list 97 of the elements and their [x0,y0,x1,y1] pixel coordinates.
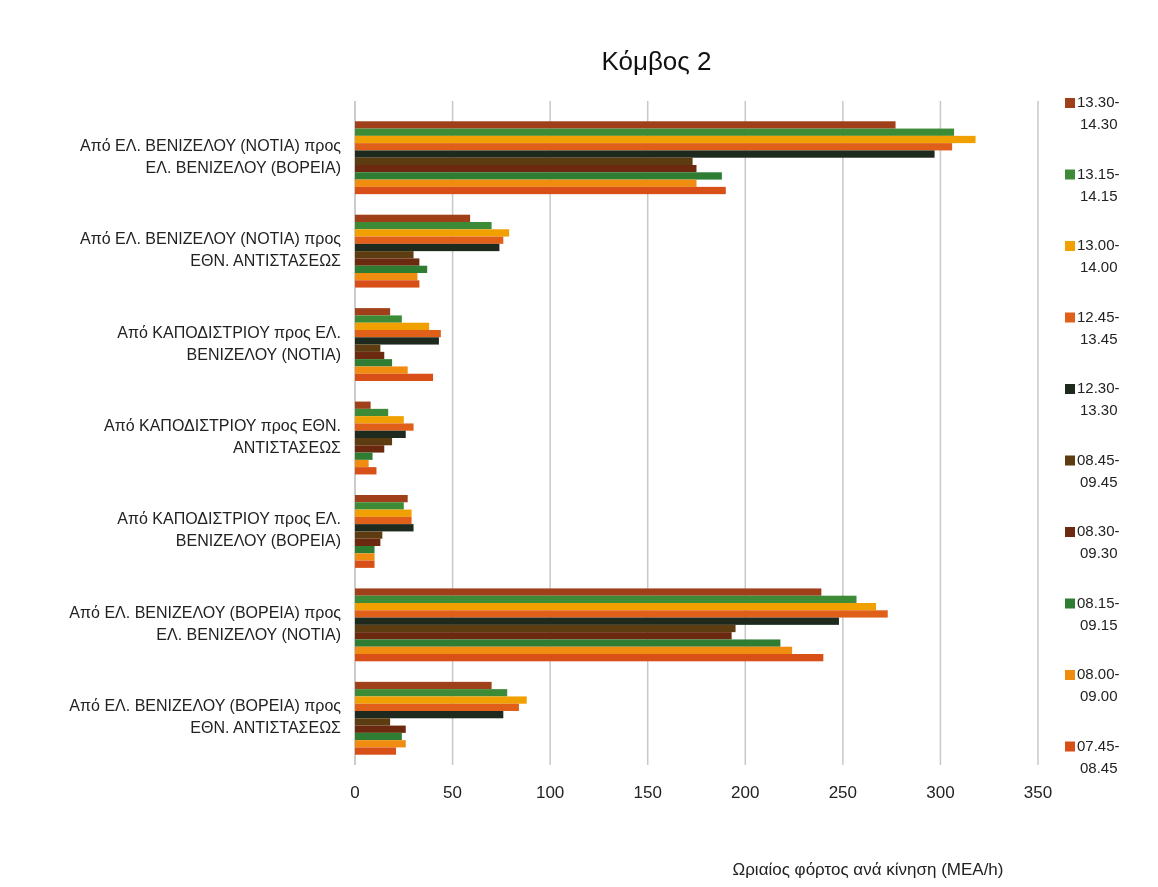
bar [355,740,406,748]
x-tick-label: 300 [926,783,955,802]
bar [355,467,377,475]
legend-label: 08.00-09.00 [1077,664,1120,704]
legend-label: 07.45-08.45 [1077,736,1120,776]
bar [355,732,402,741]
bar [355,280,420,288]
y-tick-label: Από ΚΑΠΟΔΙΣΤΡΙΟΥ προς ΕΘΝ. ΑΝΤΙΣΤΑΣΕΩΣ [103,417,342,457]
bar [355,632,732,640]
legend-label: 13.00-14.00 [1077,235,1120,275]
bar [355,401,371,409]
bar [355,359,393,367]
x-tick-label: 150 [633,783,662,802]
bar [355,373,434,382]
x-axis-title: Ωριαίος φόρτος ανά κίνηση (ΜΕΑ/h) [732,860,1004,879]
bar [355,445,385,453]
bar [355,258,420,266]
bar [355,179,697,187]
x-tick-label: 350 [1023,783,1053,802]
bar [355,265,428,274]
bar [355,128,955,136]
bar [355,251,414,259]
legend-label: 12.45-13.45 [1077,307,1120,347]
bar [355,452,373,460]
bar [355,703,519,711]
bar [355,617,839,625]
bar [355,603,877,611]
bar [355,344,381,352]
bar [355,366,408,374]
bar [355,229,510,237]
bar [355,747,396,755]
x-tick-label: 250 [828,783,858,802]
bar [355,531,383,539]
legend-label: 08.15-09.15 [1077,593,1120,633]
bar [355,538,381,546]
bar [355,502,404,510]
bar [355,438,393,446]
bar [355,639,781,647]
bar [355,172,722,180]
bar [355,595,857,603]
bar [355,308,391,316]
bar [355,315,402,323]
bar [355,351,385,360]
bar [355,430,406,438]
bar [355,560,375,568]
bar [355,553,375,561]
bar [355,423,414,431]
y-tick-label: Από ΕΛ. ΒΕΝΙΖΕΛΟΥ (ΝΟΤΙΑ) προς ΕΘΝ. ΑΝΤΙΣΤΑΣΕΩΣ [80,230,342,270]
legend-label: 08.30-09.30 [1077,521,1120,561]
bar [355,509,412,517]
bar [355,416,404,424]
bar [355,121,896,129]
y-tick-label: Από ΚΑΠΟΔΙΣΤΡΙΟΥ προς ΕΛ. ΒΕΝΙΖΕΛΟΥ (ΒΟΡΕΙΑ) [117,510,341,550]
legend-label: 12.30-13.30 [1077,378,1120,418]
bar [355,624,736,633]
y-tick-label: Από ΚΑΠΟΔΙΣΤΡΙΟΥ προς ΕΛ. ΒΕΝΙΖΕΛΟΥ (ΝΟΤΙΑ) [117,323,341,363]
bar [355,135,976,144]
bar [355,143,953,151]
bar [355,322,430,330]
bar [355,681,492,690]
bar [355,711,504,719]
legend-label: 13.15-14.15 [1077,164,1120,204]
bar [355,150,935,158]
bar [355,243,500,252]
x-tick-label: 50 [443,783,463,802]
chart-title: Κόμβος 2 [601,46,712,76]
bar [355,610,888,618]
bar [355,214,471,222]
y-tick-label: Από ΕΛ. ΒΕΝΙΖΕΛΟΥ (ΒΟΡΕΙΑ) προς ΕΛ. ΒΕΝΙΖΕΛΟΥ (ΝΟΤΙΑ) [69,604,342,644]
bar [355,654,824,662]
bar [355,330,441,338]
x-tick-label: 0 [350,783,360,802]
bar [355,165,697,173]
bar [355,408,389,417]
legend-label: 08.45-09.45 [1077,450,1120,490]
bar [355,546,375,554]
bar [355,494,408,503]
bar [355,337,439,345]
y-tick-label: Από ΕΛ. ΒΕΝΙΖΕΛΟΥ (ΒΟΡΕΙΑ) προς ΕΘΝ. ΑΝΤΙΣΤΑΣΕΩΣ [69,697,342,737]
bar [355,646,793,655]
bar [355,689,508,697]
bar [355,221,492,230]
bar [355,236,504,244]
x-tick-label: 200 [731,783,760,802]
bar [355,725,406,733]
legend-label: 13.30-14.30 [1077,92,1120,132]
bar [355,696,527,704]
bar [355,588,822,596]
x-tick-label: 100 [535,783,565,802]
bar [355,157,693,165]
bar [355,273,418,281]
y-tick-label: Από ΕΛ. ΒΕΝΙΖΕΛΟΥ (ΝΟΤΙΑ) προς ΕΛ. ΒΕΝΙΖΕΛΟΥ (ΒΟΡΕΙΑ) [80,136,342,176]
bar [355,459,369,468]
bar [355,718,391,726]
bar [355,524,414,532]
bar [355,186,726,195]
bar [355,516,412,525]
